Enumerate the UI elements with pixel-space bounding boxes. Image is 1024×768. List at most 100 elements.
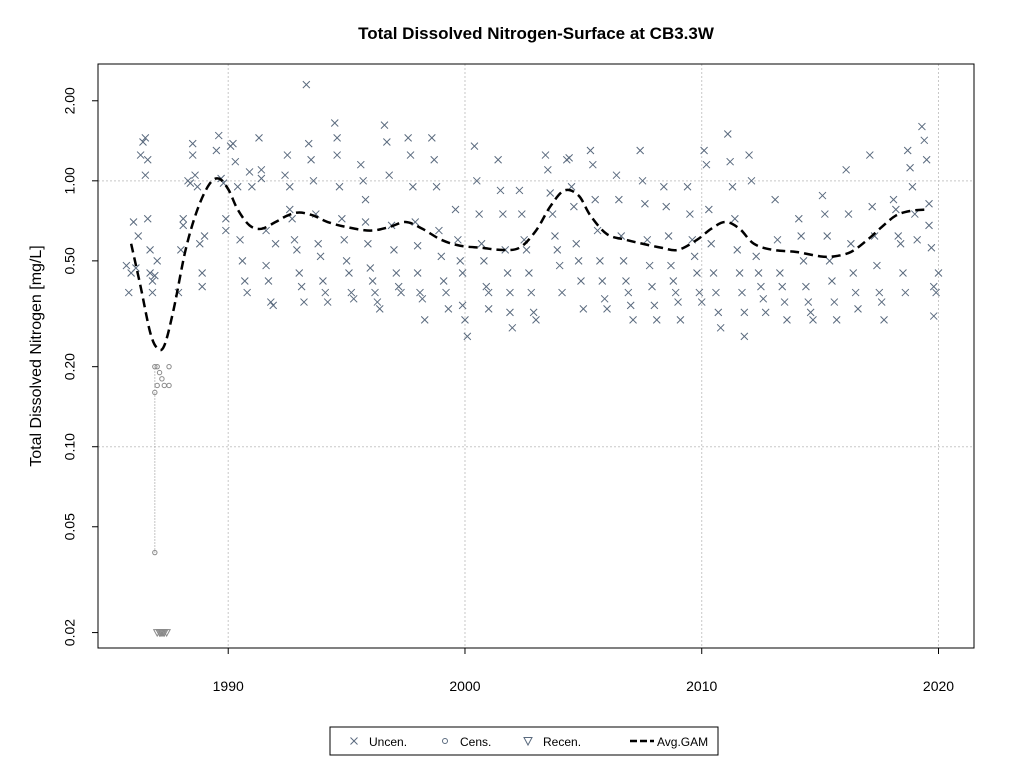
legend-item: Cens.: [442, 735, 491, 749]
uncen-point: [302, 80, 311, 89]
uncen-point: [650, 301, 659, 310]
uncen-point: [364, 239, 372, 248]
uncen-point: [499, 210, 507, 218]
recensored-layer: [152, 629, 171, 638]
uncen-point: [555, 261, 564, 270]
uncen-point: [413, 269, 422, 277]
uncen-point: [288, 214, 296, 223]
uncen-point: [233, 182, 242, 191]
legend-circle-marker: [442, 738, 448, 744]
y-tick-label: 2.00: [62, 87, 78, 114]
x-tick-label: 2010: [686, 678, 717, 694]
recen-point: [162, 629, 171, 638]
uncen-point: [695, 288, 704, 297]
uncen-point: [830, 298, 839, 306]
uncen-point: [809, 316, 817, 324]
uncen-point: [920, 136, 929, 145]
uncen-point: [738, 288, 746, 297]
uncen-point: [773, 235, 782, 244]
uncen-point: [319, 277, 327, 285]
uncen-point: [588, 160, 597, 169]
uncen-point: [470, 142, 479, 151]
uncen-point: [873, 261, 881, 270]
uncen-point: [548, 210, 557, 218]
uncen-point: [619, 257, 628, 265]
uncen-point: [382, 138, 391, 146]
legend-label: Cens.: [460, 735, 491, 749]
uncen-point: [356, 160, 365, 169]
uncen-point: [191, 171, 199, 180]
uncen-point: [271, 239, 280, 248]
uncen-point: [690, 252, 699, 261]
legend-item: Recen.: [523, 735, 581, 749]
uncen-point: [333, 151, 341, 159]
uncen-point: [506, 288, 514, 297]
uncen-point: [472, 176, 481, 185]
uncen-point: [745, 151, 753, 159]
uncen-point: [818, 191, 827, 200]
uncen-point: [929, 312, 938, 320]
uncen-point: [229, 139, 237, 148]
uncen-point: [430, 155, 439, 164]
uncen-point: [638, 176, 647, 185]
uncen-point: [842, 165, 851, 174]
uncensored-layer: [122, 80, 943, 341]
uncen-point: [910, 210, 919, 218]
uncen-point: [797, 232, 806, 240]
uncen-point: [345, 269, 353, 277]
uncen-point: [780, 298, 789, 306]
uncen-point: [624, 288, 633, 297]
uncen-point: [712, 288, 720, 297]
uncen-point: [409, 182, 417, 191]
uncen-point: [321, 288, 330, 297]
uncen-point: [648, 282, 656, 291]
x-tick-label: 1990: [213, 678, 244, 694]
uncen-point: [439, 277, 448, 285]
uncen-point: [615, 195, 623, 204]
uncen-point: [442, 288, 450, 297]
uncen-point: [903, 146, 912, 155]
uncen-point: [361, 218, 370, 226]
uncen-point: [188, 151, 197, 159]
uncen-point: [141, 171, 150, 180]
uncen-point: [603, 304, 611, 313]
uncen-point: [643, 235, 652, 244]
uncen-point: [925, 221, 933, 230]
uncen-point: [854, 304, 862, 313]
cens-point: [166, 382, 172, 389]
uncen-point: [297, 282, 306, 291]
uncen-point: [506, 308, 514, 317]
uncen-point: [484, 304, 493, 313]
uncen-point: [771, 195, 779, 204]
uncen-point: [136, 151, 145, 159]
uncen-point: [929, 282, 938, 291]
uncen-point: [541, 151, 550, 159]
uncen-point: [669, 277, 678, 285]
plot-frame: [97, 63, 975, 649]
censored-layer: [152, 363, 172, 556]
uncen-point: [806, 308, 815, 317]
uncen-point: [709, 269, 718, 277]
uncen-point: [375, 304, 384, 313]
uncen-point: [596, 257, 604, 265]
uncen-point: [612, 171, 621, 180]
y-tick-label: 0.50: [62, 247, 78, 274]
uncen-point: [153, 257, 162, 265]
uncen-point: [823, 232, 832, 240]
uncen-point: [129, 218, 138, 226]
uncen-point: [264, 277, 273, 285]
uncen-point: [427, 134, 436, 142]
uncen-point: [451, 205, 460, 214]
uncen-point: [198, 282, 207, 291]
uncen-point: [847, 239, 855, 248]
uncen-point: [146, 269, 154, 277]
uncen-point: [700, 146, 708, 155]
legend-label: Uncen.: [369, 735, 407, 749]
uncen-point: [586, 146, 595, 155]
uncen-point: [243, 288, 252, 297]
uncen-point: [733, 246, 742, 254]
uncen-point: [373, 298, 382, 306]
chart-title: Total Dissolved Nitrogen-Surface at CB3.…: [358, 24, 715, 43]
uncen-point: [551, 232, 559, 240]
uncen-point: [361, 195, 370, 204]
